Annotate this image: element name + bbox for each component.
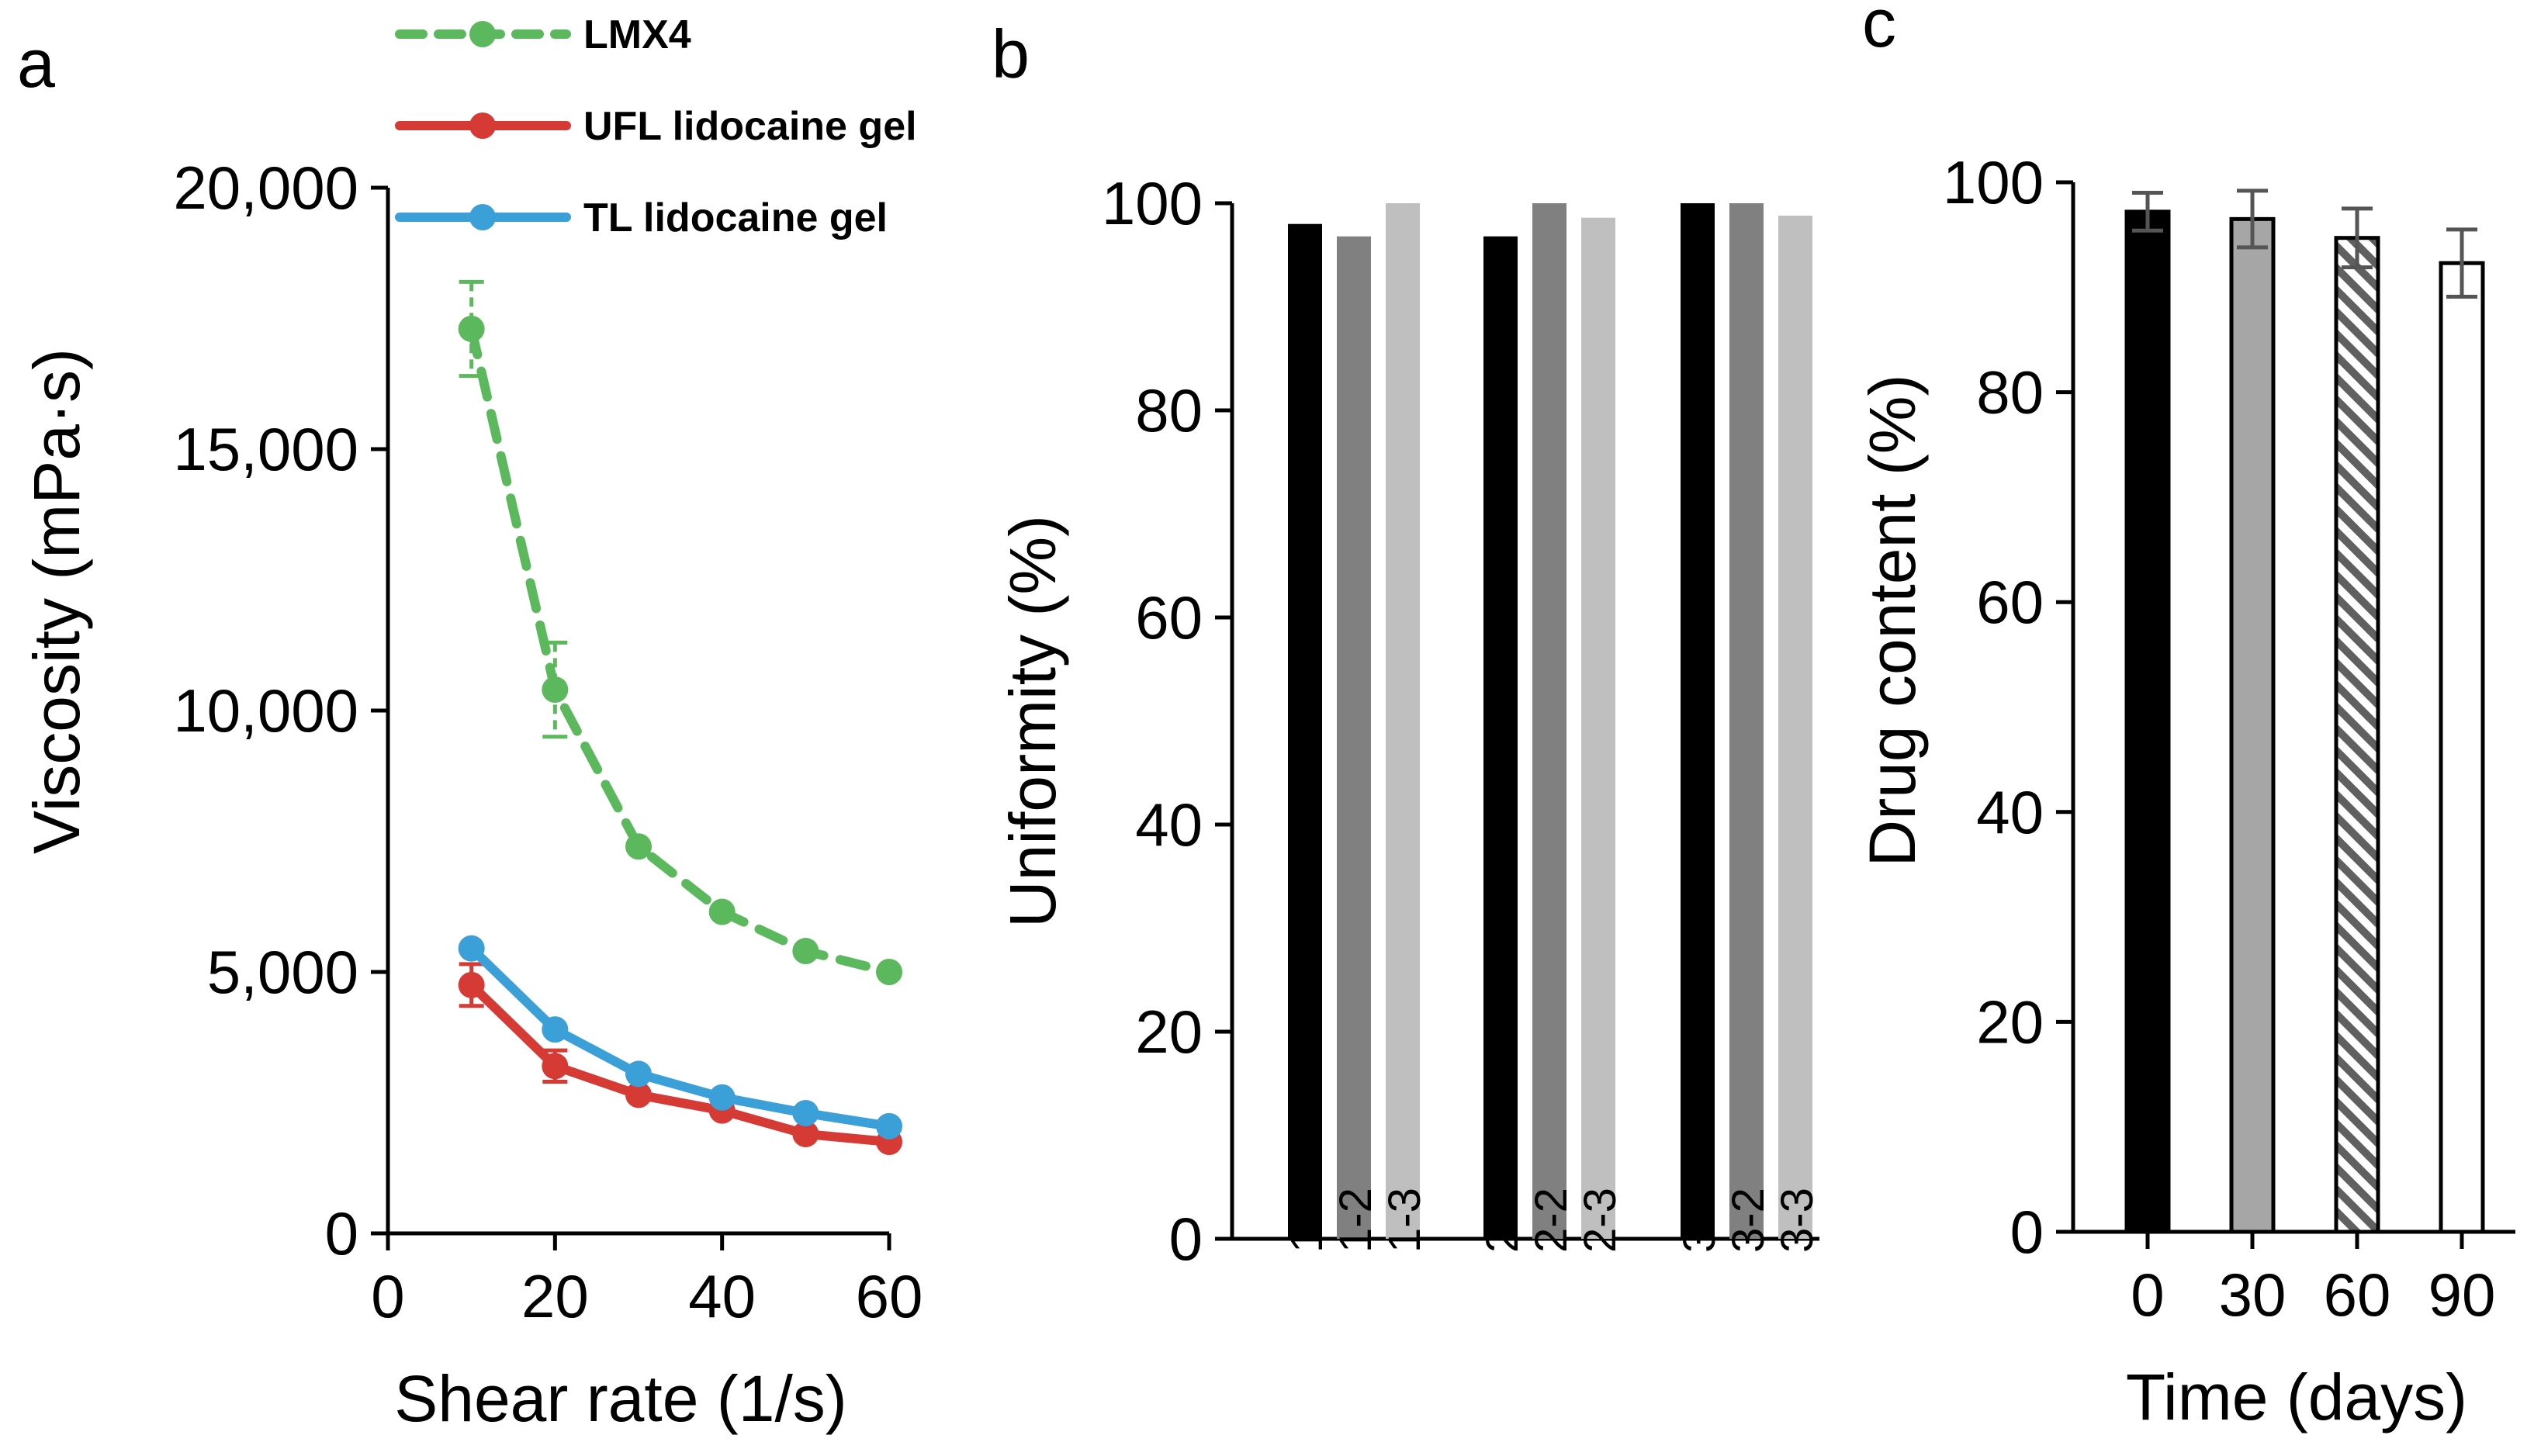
- panel-b-y-tick-label: 60: [1135, 583, 1203, 652]
- panel-c-bar-chart: 0 20 40 60 80 100 0 30 60 90 Time (days) Drug con…: [1856, 148, 2515, 1434]
- bar-1-3: [1386, 203, 1420, 1239]
- data-point: [542, 1016, 569, 1043]
- panel-c-y-tick-label: 0: [2010, 1198, 2044, 1266]
- panel-c-y-tick-label: 20: [1976, 987, 2044, 1056]
- bar-label-3-2: 3-2: [1723, 1188, 1774, 1253]
- legend-item: LMX4: [395, 12, 691, 57]
- data-point: [708, 1084, 736, 1111]
- bar-1-1: [1288, 223, 1322, 1240]
- panel-a-letter: a: [17, 25, 55, 102]
- panel-c-y-axis-title: Drug content (%): [1856, 375, 1929, 867]
- panel-b-y-tick-label: 40: [1135, 790, 1203, 859]
- panel-b-y-tick-label: 80: [1135, 376, 1203, 444]
- legend-item: TL lidocaine gel: [395, 195, 888, 240]
- series-line: [466, 980, 894, 1147]
- panel-a-y-axis-title: Viscosity (mPa·s): [20, 348, 93, 854]
- legend-label: UFL lidocaine gel: [583, 104, 917, 149]
- panel-a-y-tick-label: 20,000: [173, 154, 358, 222]
- panel-a-axes: 0 5,000 10,000 15,000 20,000 0 20 40 60: [173, 154, 923, 1330]
- data-point: [458, 971, 485, 998]
- legend-item: UFL lidocaine gel: [395, 104, 917, 149]
- panel-c-bars: [2124, 188, 2485, 1234]
- bar-day-30: [2229, 216, 2276, 1234]
- bar-label-2-3: 2-3: [1575, 1188, 1625, 1253]
- legend-swatch-marker: [469, 204, 496, 230]
- data-point: [708, 898, 736, 925]
- bar-label-1-3: 1-3: [1380, 1188, 1430, 1253]
- panel-c-x-tick-label: 60: [2324, 1261, 2391, 1329]
- panel-b-letter: b: [992, 16, 1030, 92]
- data-point: [792, 938, 819, 965]
- panel-a-x-axis-title: Shear rate (1/s): [394, 1362, 847, 1435]
- panel-b-axes: 0 20 40 60 80 100: [1102, 169, 1819, 1273]
- panel-b-y-tick-label: 100: [1102, 169, 1203, 237]
- panel-a-y-tick-label: 5,000: [207, 938, 358, 1006]
- panel-c-y-tick-label: 40: [1976, 778, 2044, 846]
- legend-swatch-marker: [469, 112, 496, 139]
- panel-b-bar-chart: 0 20 40 60 80 100 1-11-21-3 2-12-22-3 3-13-23-3…: [996, 169, 1823, 1273]
- panel-a-y-tick-label: 15,000: [173, 415, 358, 483]
- bar-label-2-1: 2-1: [1477, 1188, 1528, 1253]
- data-point: [876, 959, 902, 985]
- bar-label-3-1: 3-1: [1674, 1188, 1725, 1253]
- panel-a-line-chart: LMX4 UFL lidocaine gel TL lidocaine gel 0 5…: [20, 12, 923, 1435]
- bar-1-2: [1337, 236, 1371, 1240]
- panel-a-series-lmx4: [458, 279, 902, 985]
- panel-a-x-tick-label: 40: [688, 1262, 756, 1330]
- data-point: [625, 1060, 652, 1088]
- panel-c-y-tick-label: 80: [1976, 358, 2044, 427]
- bar-day-60: [2334, 236, 2380, 1234]
- panel-a-series: [458, 279, 902, 1156]
- panel-a-y-tick-label: 0: [325, 1199, 358, 1268]
- panel-a-x-tick-label: 60: [856, 1262, 923, 1330]
- bar-label-3-3: 3-3: [1772, 1188, 1823, 1253]
- panel-b-y-tick-label: 0: [1169, 1205, 1203, 1273]
- legend-label: TL lidocaine gel: [583, 195, 888, 240]
- panel-c-x-tick-label: 0: [2131, 1261, 2164, 1329]
- panel-a-x-tick-label: 0: [371, 1262, 404, 1330]
- panel-c-x-tick-label: 30: [2219, 1261, 2286, 1329]
- data-point: [792, 1099, 819, 1126]
- panel-c-letter: c: [1862, 0, 1896, 61]
- panel-b-y-axis-title: Uniformity (%): [996, 515, 1069, 928]
- bar-2-1: [1483, 236, 1518, 1240]
- bar-3-2: [1729, 203, 1764, 1239]
- bar-label-1-2: 1-2: [1331, 1188, 1381, 1253]
- bar-2-2: [1532, 203, 1566, 1239]
- data-point: [542, 676, 569, 704]
- bar-label-2-2: 2-2: [1526, 1188, 1577, 1253]
- bar-day-0: [2124, 209, 2171, 1234]
- panel-c-x-tick-label: 90: [2428, 1261, 2496, 1329]
- panel-a-legend: LMX4 UFL lidocaine gel TL lidocaine gel: [395, 12, 917, 240]
- panel-b-y-tick-label: 20: [1135, 998, 1203, 1066]
- panel-a-series-tl-lidocaine-gel: [458, 935, 902, 1140]
- panel-a-x-tick-label: 20: [521, 1262, 589, 1330]
- bar-label-1-1: 1-1: [1282, 1188, 1332, 1253]
- panel-c-axes: 0 20 40 60 80 100 0 30 60 90: [1943, 148, 2515, 1329]
- series-line: [466, 323, 894, 977]
- panel-c-x-axis-title: Time (days): [2126, 1361, 2467, 1434]
- panel-c-y-tick-label: 100: [1943, 148, 2044, 216]
- data-point: [458, 315, 485, 342]
- data-point: [458, 935, 485, 962]
- data-point: [792, 1120, 819, 1147]
- bar-3-1: [1681, 203, 1715, 1239]
- data-point: [876, 1112, 902, 1140]
- data-point: [625, 1081, 652, 1108]
- series-line: [466, 943, 894, 1131]
- panel-a-y-tick-label: 10,000: [173, 676, 358, 745]
- bar-3-3: [1778, 216, 1812, 1239]
- legend-label: LMX4: [583, 12, 691, 57]
- panel-b-bars: 1-11-21-3 2-12-22-3 3-13-23-3: [1282, 203, 1823, 1253]
- panel-a-series-ufl-lidocaine-gel: [458, 962, 902, 1156]
- bar-day-90: [2439, 261, 2485, 1234]
- data-point: [625, 833, 652, 860]
- panel-c-y-tick-label: 60: [1976, 568, 2044, 636]
- data-point: [542, 1053, 569, 1080]
- legend-swatch-marker: [469, 21, 496, 47]
- bar-2-3: [1581, 217, 1615, 1240]
